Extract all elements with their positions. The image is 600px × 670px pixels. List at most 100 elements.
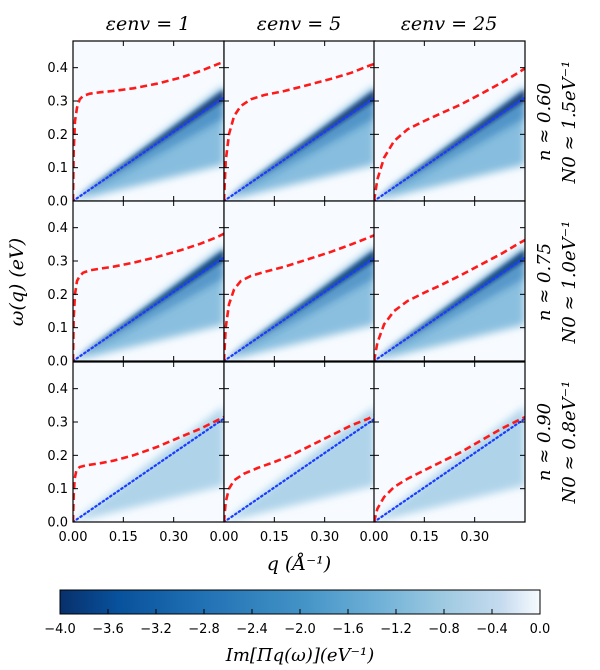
plasmon-curve bbox=[374, 415, 525, 522]
row-label-1: n ≈ 0.60 N0 ≈ 1.5eV⁻¹ bbox=[534, 61, 580, 185]
colorbar-ticks: −4.0 −3.6 −3.2 −2.8 −2.4 −2.0 −1.6 −1.2 −0.8 −0.4… bbox=[44, 609, 550, 637]
y-tick-label: 0.2 bbox=[47, 449, 68, 464]
continuum-band-lower bbox=[240, 259, 375, 352]
panel-r2-c1 bbox=[72, 200, 225, 362]
y-tick-label: 0.1 bbox=[47, 321, 68, 336]
column-title-3: εenv = 25 bbox=[401, 13, 498, 35]
plasmon-curve bbox=[374, 238, 525, 361]
continuum-wedge bbox=[224, 406, 375, 522]
row-1-n-label: n ≈ 0.60 bbox=[534, 83, 555, 161]
row-3-n0-label: N0 ≈ 0.8eV⁻¹ bbox=[559, 381, 580, 505]
continuum-edge-line bbox=[73, 256, 224, 361]
continuum-wedge bbox=[374, 406, 525, 522]
x-tick-label: 0.30 bbox=[460, 530, 489, 545]
x-tick-label: 0.15 bbox=[260, 530, 289, 545]
continuum-edge-line bbox=[374, 96, 525, 201]
continuum-band bbox=[380, 249, 525, 357]
panel-r2-c3 bbox=[373, 200, 526, 362]
continuum-wedge bbox=[374, 85, 525, 201]
continuum-wedge bbox=[73, 85, 224, 201]
colorbar-tick-label: −0.4 bbox=[476, 622, 508, 637]
panel-frame bbox=[373, 361, 526, 523]
x-tick-label: 0.00 bbox=[210, 530, 239, 545]
continuum-edge-line bbox=[224, 96, 375, 201]
colorbar-tick-label: 0.0 bbox=[530, 622, 551, 637]
continuum-wedge bbox=[224, 245, 375, 361]
continuum-edge-line bbox=[374, 417, 525, 522]
colorbar-tick-label: −2.4 bbox=[236, 622, 268, 637]
continuum-band bbox=[79, 89, 224, 197]
row-3-n-label: n ≈ 0.90 bbox=[534, 403, 555, 481]
x-tick-labels: 0.00 0.15 0.30 0.00 0.15 0.30 0.00 0.15 0.30 bbox=[59, 530, 490, 545]
x-tick-label: 0.15 bbox=[109, 530, 138, 545]
plasmon-curve bbox=[374, 67, 525, 201]
colorbar-tick-label: −4.0 bbox=[44, 622, 76, 637]
y-tick-label: 0.2 bbox=[47, 288, 68, 303]
panel-r1-c1 bbox=[72, 40, 225, 202]
y-tick-label: 0.1 bbox=[47, 161, 68, 176]
x-tick-label: 0.30 bbox=[310, 530, 339, 545]
panel-r3-c2 bbox=[223, 361, 376, 523]
panel-r2-c2 bbox=[223, 200, 376, 362]
row-2-n0-label: N0 ≈ 1.0eV⁻¹ bbox=[559, 221, 580, 345]
panel-r1-c2 bbox=[223, 40, 376, 202]
y-tick-labels: 0.0 0.1 0.2 0.3 0.4 0.0 0.1 0.2 0.3 0.4 0.0 0.1 0.2 0… bbox=[47, 61, 68, 530]
plasmon-curve bbox=[73, 60, 224, 201]
y-tick-label: 0.4 bbox=[47, 61, 68, 76]
continuum-band-lower bbox=[89, 99, 224, 192]
continuum-band-lower bbox=[390, 259, 525, 352]
continuum-band-lower bbox=[89, 259, 224, 352]
x-tick-label: 0.00 bbox=[59, 530, 88, 545]
colorbar-tick-label: −0.8 bbox=[428, 622, 460, 637]
continuum-edge-line bbox=[73, 417, 224, 522]
colorbar-tick-label: −2.0 bbox=[284, 622, 316, 637]
y-tick-label: 0.0 bbox=[47, 516, 68, 531]
y-tick-label: 0.1 bbox=[47, 482, 68, 497]
y-tick-label: 0.0 bbox=[47, 195, 68, 210]
x-tick-label: 0.30 bbox=[159, 530, 188, 545]
panel-grid bbox=[72, 40, 526, 523]
row-2-n-label: n ≈ 0.75 bbox=[534, 243, 555, 321]
panel-r1-c3 bbox=[373, 40, 526, 202]
panel-frame bbox=[373, 200, 526, 362]
continuum-band bbox=[230, 89, 375, 197]
x-axis-label: q (Å⁻¹) bbox=[267, 553, 331, 575]
continuum-band bbox=[380, 89, 525, 197]
colorbar-tick-label: −2.8 bbox=[188, 622, 220, 637]
continuum-wedge bbox=[73, 245, 224, 361]
continuum-edge-line bbox=[224, 417, 375, 522]
row-label-3: n ≈ 0.90 N0 ≈ 0.8eV⁻¹ bbox=[534, 381, 580, 505]
y-tick-label: 0.3 bbox=[47, 255, 68, 270]
x-tick-label: 0.00 bbox=[360, 530, 389, 545]
y-tick-label: 0.3 bbox=[47, 95, 68, 110]
continuum-edge-line bbox=[374, 256, 525, 361]
continuum-edge-line bbox=[224, 256, 375, 361]
colorbar-tick-label: −1.2 bbox=[380, 622, 412, 637]
colorbar-label: Im[Πq(ω)](eV⁻¹) bbox=[225, 645, 375, 666]
row-label-2: n ≈ 0.75 N0 ≈ 1.0eV⁻¹ bbox=[534, 221, 580, 345]
y-tick-label: 0.4 bbox=[47, 382, 68, 397]
y-tick-label: 0.3 bbox=[47, 416, 68, 431]
plasmon-curve bbox=[73, 232, 224, 361]
continuum-edge-line bbox=[73, 96, 224, 201]
colorbar-tick-label: −1.6 bbox=[332, 622, 364, 637]
continuum-band bbox=[230, 249, 375, 357]
plasmon-curve bbox=[73, 415, 224, 522]
colorbar-tick-label: −3.2 bbox=[140, 622, 172, 637]
colorbar-tick-label: −3.6 bbox=[92, 622, 124, 637]
continuum-wedge bbox=[224, 85, 375, 201]
y-tick-label: 0.4 bbox=[47, 221, 68, 236]
x-tick-label: 0.15 bbox=[410, 530, 439, 545]
continuum-band-lower bbox=[390, 99, 525, 192]
column-title-1: εenv = 1 bbox=[106, 13, 191, 35]
plasmon-curve bbox=[224, 233, 375, 361]
y-tick-label: 0.0 bbox=[47, 355, 68, 370]
panel-r3-c3 bbox=[373, 361, 526, 523]
continuum-band-lower bbox=[240, 99, 375, 192]
y-tick-label: 0.2 bbox=[47, 128, 68, 143]
panel-r3-c1 bbox=[72, 361, 225, 523]
continuum-wedge bbox=[374, 245, 525, 361]
row-1-n0-label: N0 ≈ 1.5eV⁻¹ bbox=[559, 61, 580, 185]
continuum-band bbox=[79, 249, 224, 357]
